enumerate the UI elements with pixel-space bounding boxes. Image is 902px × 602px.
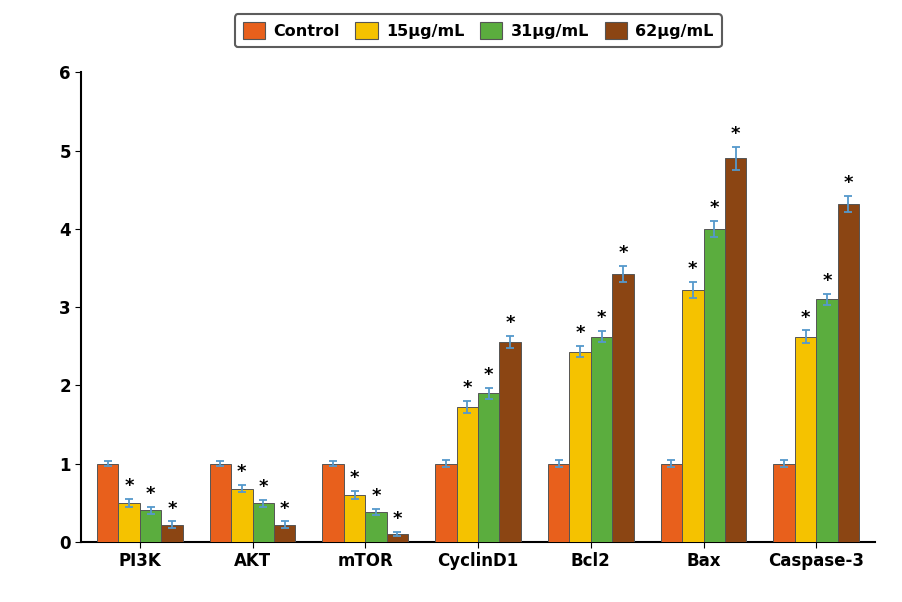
Bar <box>795 337 816 542</box>
Text: *: * <box>731 125 741 143</box>
Text: *: * <box>237 463 246 481</box>
Bar <box>456 407 478 542</box>
Bar <box>161 524 183 542</box>
Text: *: * <box>167 500 177 518</box>
Text: *: * <box>463 379 472 397</box>
Text: *: * <box>280 500 290 518</box>
Bar <box>140 510 161 542</box>
Text: *: * <box>146 485 155 503</box>
Bar <box>97 464 118 542</box>
Text: *: * <box>801 309 810 326</box>
Text: *: * <box>618 244 628 262</box>
Bar <box>231 489 253 542</box>
Bar <box>435 464 456 542</box>
Text: *: * <box>823 272 832 290</box>
Bar <box>704 229 725 542</box>
Text: *: * <box>843 174 853 192</box>
Bar <box>774 464 795 542</box>
Text: *: * <box>597 309 606 327</box>
Text: *: * <box>710 199 719 217</box>
Bar <box>118 503 140 542</box>
Text: *: * <box>688 260 697 278</box>
Bar <box>816 299 838 542</box>
Bar <box>569 352 591 542</box>
Bar <box>365 512 387 542</box>
Bar <box>591 337 612 542</box>
Bar <box>274 524 296 542</box>
Text: *: * <box>259 477 268 495</box>
Text: *: * <box>575 324 584 343</box>
Text: *: * <box>392 510 402 529</box>
Text: *: * <box>124 477 133 495</box>
Bar <box>323 464 344 542</box>
Bar <box>210 464 231 542</box>
Text: *: * <box>372 487 381 505</box>
Text: *: * <box>350 469 359 487</box>
Bar <box>500 343 521 542</box>
Bar <box>725 158 747 542</box>
Bar <box>682 290 704 542</box>
Legend: Control, 15μg/mL, 31μg/mL, 62μg/mL: Control, 15μg/mL, 31μg/mL, 62μg/mL <box>235 14 722 47</box>
Bar <box>478 393 500 542</box>
Bar <box>387 534 408 542</box>
Text: *: * <box>505 314 515 332</box>
Bar <box>548 464 569 542</box>
Bar <box>612 274 634 542</box>
Text: *: * <box>484 365 493 383</box>
Bar <box>344 495 365 542</box>
Bar <box>661 464 682 542</box>
Bar <box>253 503 274 542</box>
Bar <box>838 203 860 542</box>
